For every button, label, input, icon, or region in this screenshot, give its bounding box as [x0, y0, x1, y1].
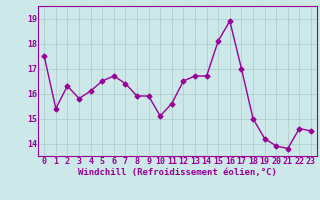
X-axis label: Windchill (Refroidissement éolien,°C): Windchill (Refroidissement éolien,°C) [78, 168, 277, 177]
